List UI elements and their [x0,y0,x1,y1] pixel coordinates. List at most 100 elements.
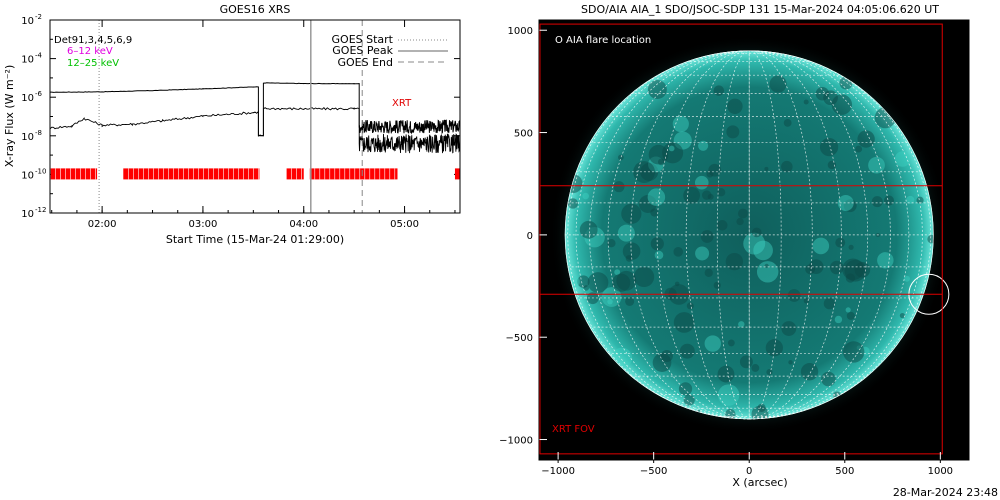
solar-texture-patch [819,137,839,157]
solar-texture-patch [726,125,740,139]
goes-ytick-exponent: -10 [35,167,46,175]
solar-texture-patch [601,287,622,307]
solar-texture-patch [725,252,744,271]
solar-texture-patch [843,341,865,363]
solar-texture-patch [727,339,735,347]
solar-texture-patch [695,246,710,261]
solar-texture-patch [700,230,714,243]
solar-texture-patch [612,273,631,292]
solar-texture-patch [736,217,744,226]
solar-longitude-line [749,50,891,420]
solar-longitude-line [630,50,750,420]
solar-longitude-line [589,50,750,420]
solar-texture-patch [582,192,589,200]
goes-ytick-label: 10 [21,55,34,66]
solar-texture-patch [894,151,911,167]
solar-texture-patch [618,154,624,161]
solar-texture-patch [751,227,762,238]
footer-timestamp: 28-Mar-2024 23:48 [893,486,998,499]
solar-texture-patch [607,239,616,248]
solar-texture-patch [827,160,837,170]
goes-ytick-label: 10 [21,170,34,181]
goes-ytick-exponent: -8 [35,129,42,137]
solar-texture-patch [614,269,621,276]
goes-xtick-label: 05:00 [390,219,419,230]
solar-texture-patch [717,384,740,406]
xrt-coverage-bar [454,168,460,180]
aia-ytick-label: 0 [527,231,533,242]
solar-texture-patch [686,302,694,310]
solar-texture-patch [587,272,609,293]
aia-ytick-label: −500 [506,333,533,344]
solar-texture-patch [648,144,669,165]
goes-ytick-label: 10 [21,16,34,27]
solar-texture-patch [704,268,713,277]
solar-texture-patch [672,115,689,133]
solar-texture-patch [903,275,910,282]
solar-texture-patch [877,252,894,269]
solar-texture-patch [613,181,625,193]
solar-texture-patch [821,371,836,387]
solar-texture-patch [713,85,725,96]
solar-texture-patch [622,242,641,261]
solar-texture-patch [783,119,792,127]
xrt-annotation: XRT [392,98,412,109]
solar-longitude-line [749,50,910,420]
goes-ytick-exponent: -4 [35,52,43,60]
solar-longitude-line [749,50,782,420]
xrt-coverage-bar [123,168,260,180]
goes-legend: GOES Start GOES Peak GOES End [332,33,448,69]
solar-texture-patch [764,263,769,269]
solar-texture-patch [842,258,864,281]
solar-texture-patch [787,289,801,302]
goes-ylabel: X-ray Flux (W m⁻²) [3,65,16,167]
goes-info-label-2: 12–25 keV [67,58,119,69]
aia-ytick-label: 500 [514,129,533,140]
solar-texture-patch [764,166,769,171]
solar-texture-patch [788,360,793,365]
solar-longitude-line [749,50,869,420]
solar-texture-patch [679,343,695,359]
solar-texture-patch [868,156,885,174]
solar-texture-patch [650,237,664,251]
aia-xtick-label: 1000 [928,466,953,477]
goes-series-short [49,107,461,154]
solar-texture-patch [638,195,657,213]
solar-texture-patch [577,275,590,288]
legend-label-start: GOES Start [332,33,394,46]
solar-texture-patch [823,297,836,310]
legend-label-end: GOES End [337,56,393,69]
solar-texture-patch [927,234,934,244]
solar-texture-patch [883,195,895,206]
aia-xlabel: X (arcsec) [732,476,787,489]
solar-longitude-line [749,50,923,420]
aia-ytick-label: 1000 [508,26,533,37]
solar-texture-patch [673,247,684,257]
solar-texture-patch [834,315,843,324]
aia-xtick-label: −1000 [541,466,575,477]
solar-texture-patch [713,281,721,289]
solar-texture-patch [701,190,712,200]
goes-title: GOES16 XRS [220,3,291,16]
xrt-fov-label: XRT FOV [552,424,595,435]
solar-texture-patch [803,99,809,105]
solar-texture-patch [848,244,854,250]
solar-texture-patch [845,307,851,313]
solar-texture-patch [857,130,875,148]
solar-texture-patch [871,196,883,208]
solar-texture-patch [846,311,855,320]
solar-texture-patch [717,365,735,383]
aia-plot-frame [538,19,970,461]
goes-info-label-0: Det91,3,4,5,6,9 [54,35,132,46]
solar-longitude-line [656,50,750,420]
aia-xtick-label: 0 [746,466,752,477]
solar-texture-patch [717,188,726,197]
solar-texture-patch [756,261,779,283]
solar-texture-patch [829,260,844,275]
aia-xtick-label: 500 [835,466,854,477]
xrt-coverage-bar [309,168,398,180]
solar-texture-patch [823,90,838,106]
solar-texture-patch [766,369,773,376]
solar-texture-patch [800,363,819,381]
solar-texture-patch [650,208,659,217]
